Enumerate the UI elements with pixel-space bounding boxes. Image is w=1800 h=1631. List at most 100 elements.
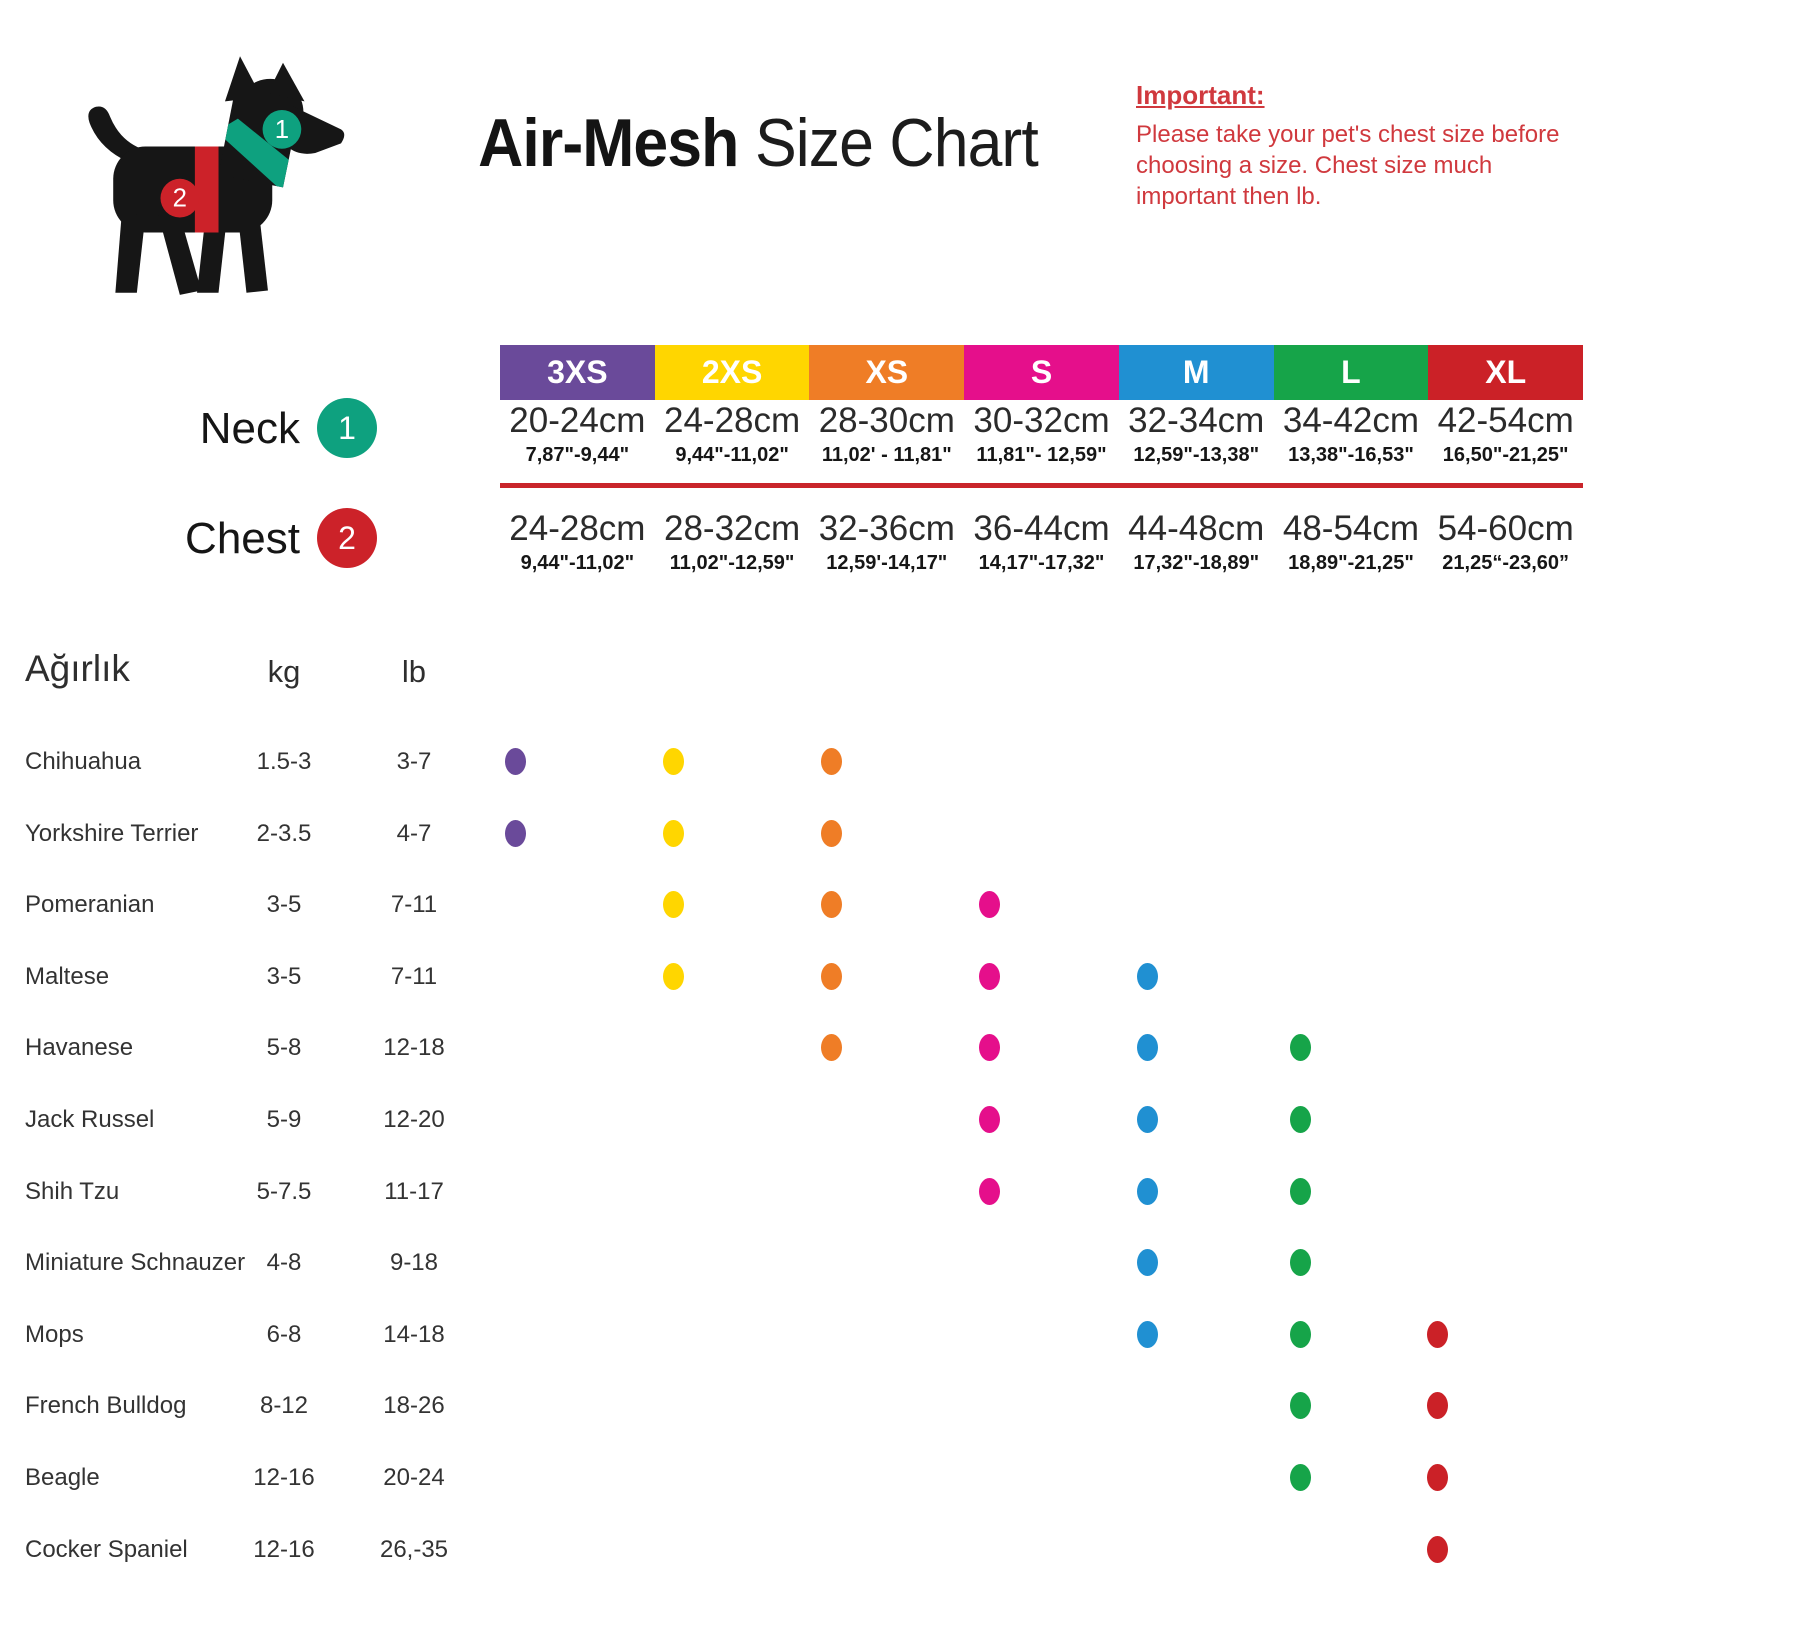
breed-row: French Bulldog 8-12 18-26: [0, 1370, 1800, 1442]
chest-marker-circle: [160, 178, 200, 218]
size-dot-L: [1290, 1249, 1311, 1277]
chest-inches-M: 17,32"-18,89": [1133, 552, 1260, 574]
breed-name: Havanese: [25, 1034, 134, 1062]
neck-marker-badge: 1: [317, 398, 377, 458]
lb-value: 20-24: [383, 1464, 445, 1491]
chest-inches-2XS: 11,02"-12,59": [669, 552, 795, 574]
neck-cell-2XS: 24-28cm 9,44"-11,02": [655, 400, 810, 468]
neck-cell-L: 34-42cm 13,38"-16,53": [1274, 400, 1429, 468]
chest-cm-XS: 32-36cm: [818, 509, 955, 548]
lb-value: 4-7: [396, 819, 432, 847]
lb-value: 26,-35: [379, 1535, 449, 1563]
chest-inches-3XS: 9,44"-11,02": [520, 552, 635, 574]
chest-cell-3XS: 24-28cm 9,44"-11,02": [500, 508, 655, 576]
chest-band: [194, 144, 219, 233]
chest-measurements: 24-28cm 9,44"-11,02" 28-32cm 11,02"-12,59" 3…: [500, 508, 1583, 576]
dog-leg: [115, 213, 146, 293]
neck-cell-XS: 28-30cm 11,02' - 11,81": [809, 400, 964, 468]
important-heading: Important:: [1136, 80, 1265, 110]
size-dot-2XS: [663, 962, 684, 990]
chest-inches-L: 18,89"-21,25": [1288, 552, 1414, 574]
lb-value: 3-7: [396, 748, 432, 775]
breed-name: French Bulldog: [25, 1392, 187, 1420]
kg-value: 12-16: [253, 1464, 315, 1491]
kg-value: 8-12: [259, 1392, 309, 1420]
breed-column-header: Ağırlık: [25, 648, 130, 689]
neck-inches-2XS: 9,44"-11,02": [675, 444, 789, 466]
breed-name: Jack Russel: [25, 1106, 155, 1133]
size-dot-3XS: [505, 819, 526, 847]
chest-cm-XL: 54-60cm: [1437, 509, 1574, 548]
size-dot-XL: [1427, 1535, 1448, 1563]
chest-cm-3XS: 24-28cm: [509, 509, 646, 548]
dog-ear: [267, 62, 305, 102]
kg-value: 3-5: [266, 962, 302, 990]
chest-marker-number: 2: [173, 185, 187, 213]
size-dot-XS: [821, 819, 842, 847]
size-dot-L: [1290, 1034, 1311, 1062]
important-note: Important: Please take your pet's chest …: [1136, 80, 1576, 212]
chest-cell-XS: 32-36cm 12,59'-14,17": [809, 508, 964, 576]
size-cell-XS: XS: [809, 345, 965, 400]
size-dot-M: [1137, 962, 1158, 990]
size-dot-S: [979, 1177, 1000, 1205]
neck-cm-S: 30-32cm: [973, 401, 1110, 440]
size-cell-S: S: [964, 345, 1119, 400]
chest-cell-L: 48-54cm 18,89"-21,25": [1274, 508, 1429, 576]
size-dot-2XS: [663, 819, 684, 847]
lb-value: 11-17: [384, 1177, 444, 1205]
neck-cm-XS: 28-30cm: [818, 401, 955, 440]
breed-row: Chihuahua 1.5-3 3-7: [0, 726, 1800, 798]
neck-inches-XL: 16,50"-21,25": [1442, 444, 1569, 466]
neck-cm-XL: 42-54cm: [1437, 401, 1574, 440]
neck-row-label: Neck: [199, 404, 300, 453]
lb-value: 12-20: [383, 1106, 445, 1133]
breed-name: Miniature Schnauzer: [25, 1249, 246, 1277]
breed-row: Miniature Schnauzer 4-8 9-18: [0, 1227, 1800, 1299]
breed-row: Shih Tzu 5-7.5 11-17: [0, 1156, 1800, 1228]
lb-value: 18-26: [383, 1392, 445, 1420]
size-dot-L: [1290, 1106, 1311, 1133]
size-dot-M: [1137, 1320, 1158, 1348]
chest-cell-XL: 54-60cm 21,25“-23,60”: [1428, 508, 1583, 576]
dog-tail: [88, 106, 146, 164]
size-dot-M: [1137, 1106, 1158, 1133]
chest-cell-S: 36-44cm 14,17"-17,32": [964, 508, 1119, 576]
breed-name: Beagle: [25, 1464, 100, 1491]
size-dot-2XS: [663, 748, 684, 775]
size-dot-XL: [1427, 1320, 1448, 1348]
lb-value: 7-11: [390, 891, 438, 919]
chest-cell-M: 44-48cm 17,32"-18,89": [1119, 508, 1274, 576]
neck-cm-3XS: 20-24cm: [509, 401, 646, 440]
chest-row-label: Chest: [185, 514, 300, 563]
size-dot-S: [979, 891, 1000, 919]
size-dot-3XS: [505, 748, 526, 775]
chest-inches-XS: 12,59'-14,17": [826, 552, 948, 574]
size-dot-XS: [821, 1034, 842, 1062]
dog-ear: [224, 56, 262, 102]
size-cell-M: M: [1118, 345, 1274, 400]
size-dot-L: [1290, 1320, 1311, 1348]
breed-name: Cocker Spaniel: [25, 1535, 188, 1563]
title-brand: Air-Mesh: [478, 105, 739, 181]
lb-value: 12-18: [383, 1034, 445, 1062]
breed-row: Pomeranian 3-5 7-11: [0, 869, 1800, 941]
breed-table-header: Ağırlık kg lb: [0, 648, 600, 708]
neck-chest-divider: [500, 483, 1583, 488]
chest-cm-L: 48-54cm: [1282, 509, 1420, 548]
chest-cm-S: 36-44cm: [973, 509, 1110, 548]
size-band: 3XS 2XS XS S M L XL: [500, 345, 1584, 400]
kg-value: 5-7.5: [256, 1177, 312, 1205]
kg-value: 3-5: [266, 891, 302, 919]
size-dot-L: [1290, 1464, 1311, 1491]
breed-name: Mops: [25, 1320, 84, 1348]
neck-cm-2XS: 24-28cm: [663, 401, 801, 440]
neck-cell-S: 30-32cm 11,81"- 12,59": [964, 400, 1119, 468]
chest-cell-2XS: 28-32cm 11,02"-12,59": [655, 508, 810, 576]
kg-value: 2-3.5: [256, 819, 312, 847]
breed-row: Cocker Spaniel 12-16 26,-35: [0, 1514, 1800, 1586]
size-dot-2XS: [663, 891, 684, 919]
breed-name: Chihuahua: [25, 748, 142, 775]
kg-value: 5-8: [266, 1034, 302, 1062]
